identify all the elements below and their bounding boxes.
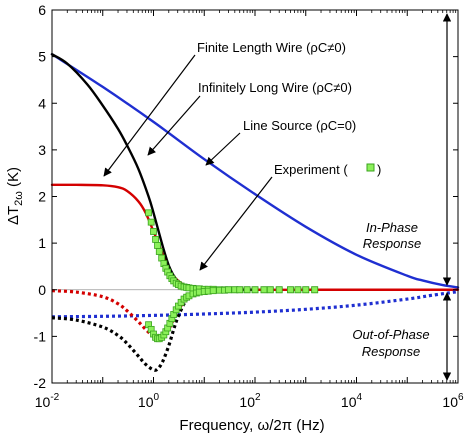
- x-tick-label: 102: [239, 392, 261, 410]
- y-tick-label: 6: [38, 2, 46, 18]
- annotation-line-source-label: Line Source (ρC=0): [243, 118, 356, 133]
- x-tick-label: 100: [138, 392, 160, 410]
- x-tick-label: 104: [341, 392, 363, 410]
- y-tick-label: 2: [38, 189, 46, 205]
- annotation-experiment-text: Experiment (: [274, 162, 348, 177]
- x-tick-label: 10-2: [35, 392, 60, 410]
- x-tick-label: 106: [442, 392, 464, 410]
- experiment-point-in-phase: [158, 254, 166, 262]
- experiment-point-in-phase: [155, 248, 163, 255]
- x-tick-label-base: 10: [442, 394, 458, 410]
- x-tick-label-base: 10: [138, 394, 154, 410]
- annotation-experiment-marker: [366, 163, 375, 172]
- experiment-point-out-of-phase: [287, 286, 294, 294]
- x-tick-label-base: 10: [239, 394, 255, 410]
- x-tick-label-exponent: 0: [154, 392, 160, 403]
- y-tick-label: 4: [38, 95, 46, 111]
- arrow-line-source-label: [205, 132, 241, 166]
- experiment-point-in-phase: [150, 228, 157, 235]
- annotation-experiment-label: Experiment (: [274, 162, 348, 177]
- series-line-source-in-line: [50, 53, 460, 289]
- x-tick-label-exponent: 4: [357, 392, 363, 403]
- annotation-experiment-close: ): [377, 162, 381, 177]
- arrow-experiment-label: [199, 176, 273, 271]
- experiment-point-out-of-phase: [275, 286, 283, 294]
- experiment-point-out-of-phase: [243, 286, 251, 294]
- annotation-finite-label: Finite Length Wire (ρC≠0): [197, 40, 346, 55]
- x-tick-label-base: 10: [35, 394, 51, 410]
- series-line-source-out-line: [51, 290, 459, 319]
- experiment-point-out-of-phase: [311, 286, 319, 294]
- out-phase-label-line1: Out-of-Phase: [352, 327, 429, 342]
- x-tick-label-exponent: 2: [255, 392, 261, 403]
- in-phase-label-line1: In-Phase: [366, 220, 418, 235]
- arrow-finite-label: [103, 54, 196, 177]
- experiment-point-out-of-phase: [251, 286, 259, 294]
- experiment-point-in-phase: [145, 209, 152, 217]
- y-tick-label: 1: [38, 235, 46, 251]
- experiment-point-out-of-phase: [260, 286, 268, 294]
- y-axis-label-sub: 2ω: [13, 191, 25, 206]
- experiment-point-in-phase: [154, 242, 161, 249]
- experiment-point-out-of-phase: [225, 286, 232, 294]
- experiment-point-out-of-phase: [294, 286, 302, 294]
- experiment-point-out-of-phase: [209, 287, 217, 295]
- x-axis-label: Frequency, ω/2π (Hz): [179, 417, 324, 434]
- experiment-point-in-phase: [152, 235, 160, 243]
- experiment-point-out-of-phase: [266, 286, 274, 294]
- y-tick-label: -1: [34, 328, 47, 344]
- x-tick-label-exponent: 6: [458, 392, 464, 403]
- y-axis-label: ΔT2ω (K): [5, 167, 25, 225]
- x-tick-label-base: 10: [341, 394, 357, 410]
- experiment-point-in-phase: [147, 218, 155, 226]
- x-tick-label-exponent: -2: [50, 392, 59, 403]
- y-tick-label: -2: [34, 375, 47, 391]
- arrow-infinite-label: [147, 95, 201, 156]
- y-tick-label: 0: [38, 282, 46, 298]
- experiment-point-out-of-phase: [302, 286, 310, 294]
- y-axis-label-main: ΔT: [5, 206, 22, 225]
- y-axis-label-unit: (K): [5, 167, 22, 191]
- y-tick-label: 5: [38, 49, 46, 65]
- plot-layer: [50, 53, 460, 372]
- in-phase-label-line2: Response: [363, 236, 422, 251]
- experiment-point-out-of-phase: [236, 286, 244, 294]
- y-tick-label: 3: [38, 142, 46, 158]
- annotation-infinite-label: Infinitely Long Wire (ρC≠0): [198, 80, 352, 95]
- out-phase-label-line2: Response: [362, 344, 421, 359]
